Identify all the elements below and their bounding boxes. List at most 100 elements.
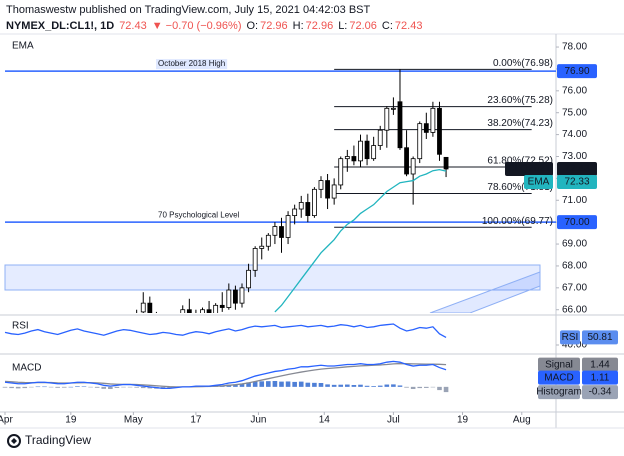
candle-body [200,309,205,313]
histogram-bar [15,386,21,389]
candle-body [246,269,251,289]
trend-channel [429,271,541,313]
histogram-bar [318,383,324,387]
histogram-bar [443,386,449,393]
series-value-tag: 1.44 [590,359,610,370]
series-value-tag-bg [582,357,618,372]
histogram-bar [147,386,153,389]
series-name-tag-bg [538,385,580,400]
header-part: L: [338,20,347,32]
histogram-bar [325,384,330,387]
histogram-bar [312,382,317,387]
ema-price-tag: 72.33 [564,177,589,188]
series-value-tag: 1.11 [591,372,610,383]
candle-body [404,147,409,175]
histogram-bar [42,386,47,388]
candle-body [279,226,284,238]
x-tick-label: May [124,415,143,426]
symbol-tag-bg [505,161,553,176]
y-tick-label: 40.00 [562,340,587,351]
histogram-bar [430,386,436,388]
level-price-tag-bg [557,64,597,79]
candle-body [298,202,304,210]
candle-body [371,145,377,160]
level-price-tag-bg [557,215,597,230]
series-name-tag-bg [538,370,580,385]
ema-name-tag-bg [524,174,553,189]
y-tick-label: 75.00 [562,107,587,118]
candle-body [140,302,146,313]
last-price-tag: 72.43 [564,164,589,175]
histogram-bar [377,385,383,387]
histogram-bar [371,386,376,387]
price-pane: October 2018 High 70 Psychological Level 0… [5,58,556,313]
candle-body [377,129,383,146]
series-name-tag: Signal [545,359,573,370]
histogram-bar [48,386,54,388]
fib-label: 0.00%(76.98) [493,58,553,69]
y-tick-label: 69.00 [562,239,587,250]
candle-body [384,107,390,131]
candle-body [338,158,344,186]
x-tick-label: 19 [65,415,77,426]
x-tick-label: Jun [250,415,266,426]
y-tick-label: 73.00 [562,151,587,162]
histogram-bar [167,386,172,389]
series-value-tag: 50.81 [587,332,612,343]
header-part: H: [293,20,304,32]
brand: TradingView [25,433,91,447]
candle-body [206,309,212,313]
series-name-tag: MACD [544,372,573,383]
candle-body [437,107,442,155]
series-name-tag: Histogram [536,387,582,398]
histogram-bar [279,381,284,387]
candle-body [397,101,403,149]
candle-body [265,234,271,247]
level-label: 70 Psychological Level [158,210,240,219]
rsi-line [4,323,447,338]
last-price-tag-bg [557,161,597,176]
macd-line [4,360,447,390]
x-tick-label: Aug [513,415,531,426]
candle-body [344,156,350,160]
header-part: NYMEX_DL:CL1!, 1D [6,20,114,32]
level-label-bg [156,59,228,70]
candle-body [226,289,232,308]
histogram-bar [417,386,423,389]
histogram-bar [345,384,350,387]
fib-label: 38.20%(74.23) [487,118,553,129]
y-tick-label: 67.00 [562,282,587,293]
tradingview-logo: TradingView [7,433,91,448]
histogram-bar [35,386,41,388]
histogram-bar [364,385,370,387]
candle-body [358,140,363,162]
candle-body [443,156,449,170]
macd-pane [2,360,449,393]
histogram-bar [252,381,258,387]
series-value-tag: -0.34 [589,387,612,398]
histogram-bar [121,386,126,388]
histogram-bar [246,382,251,387]
histogram-bar [75,386,80,387]
histogram-bar [404,386,409,388]
x-tick-label: Jul [387,415,400,426]
pane-title: MACD [12,363,41,374]
histogram-bar [424,386,429,388]
candle-body [325,180,330,199]
candle-body [239,287,245,304]
histogram-bar [108,386,113,390]
histogram-bar [384,384,390,387]
candle-body [233,289,238,304]
pane-title: RSI [12,321,29,332]
legend: EMA [12,41,34,52]
series-name-tag-bg [538,357,580,372]
candle-body [390,107,396,110]
histogram-bar [292,381,297,387]
histogram-bar [410,386,416,390]
ema-line [274,168,447,313]
histogram-bar [391,384,396,387]
header-part: 72.96 [260,20,288,32]
